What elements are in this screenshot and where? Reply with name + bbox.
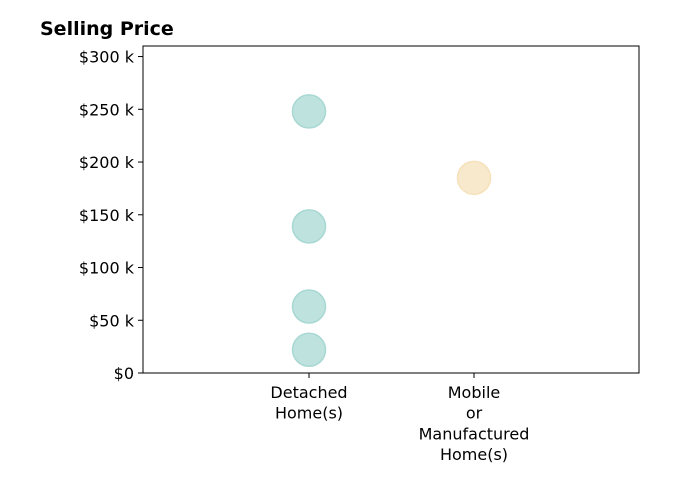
x-tick-label-line: Home(s): [440, 445, 508, 464]
x-tick-label-line: or: [466, 404, 483, 423]
y-tick-label: $150 k: [79, 206, 135, 225]
y-tick-label: $300 k: [79, 48, 135, 67]
y-tick-label: $250 k: [79, 100, 135, 119]
y-axis: $0 $50 k $100 k $150 k $200 k $250 k $300 k: [79, 48, 143, 383]
y-tick-label: $200 k: [79, 153, 135, 172]
data-point: [291, 289, 327, 324]
data-point: [291, 209, 327, 244]
x-axis: Detached Home(s) Mobile or Manufactured Home(…: [270, 373, 529, 464]
data-points: [291, 94, 492, 368]
x-tick-label-line: Manufactured: [419, 424, 530, 443]
y-tick-label: $100 k: [79, 259, 135, 278]
x-tick-label-line: Home(s): [275, 404, 343, 423]
x-tick-label-line: Detached: [270, 383, 347, 402]
y-tick-label: $50 k: [89, 311, 135, 330]
y-tick-label: $0: [114, 364, 134, 383]
data-point: [291, 94, 327, 129]
x-tick-label: Detached Home(s): [270, 383, 347, 423]
data-point: [291, 332, 327, 368]
chart-title: Selling Price: [40, 18, 174, 40]
x-tick-label-line: Mobile: [448, 383, 500, 402]
plot-frame: [142, 45, 640, 374]
data-point: [456, 160, 492, 196]
x-tick-label: Mobile or Manufactured Home(s): [419, 383, 530, 464]
